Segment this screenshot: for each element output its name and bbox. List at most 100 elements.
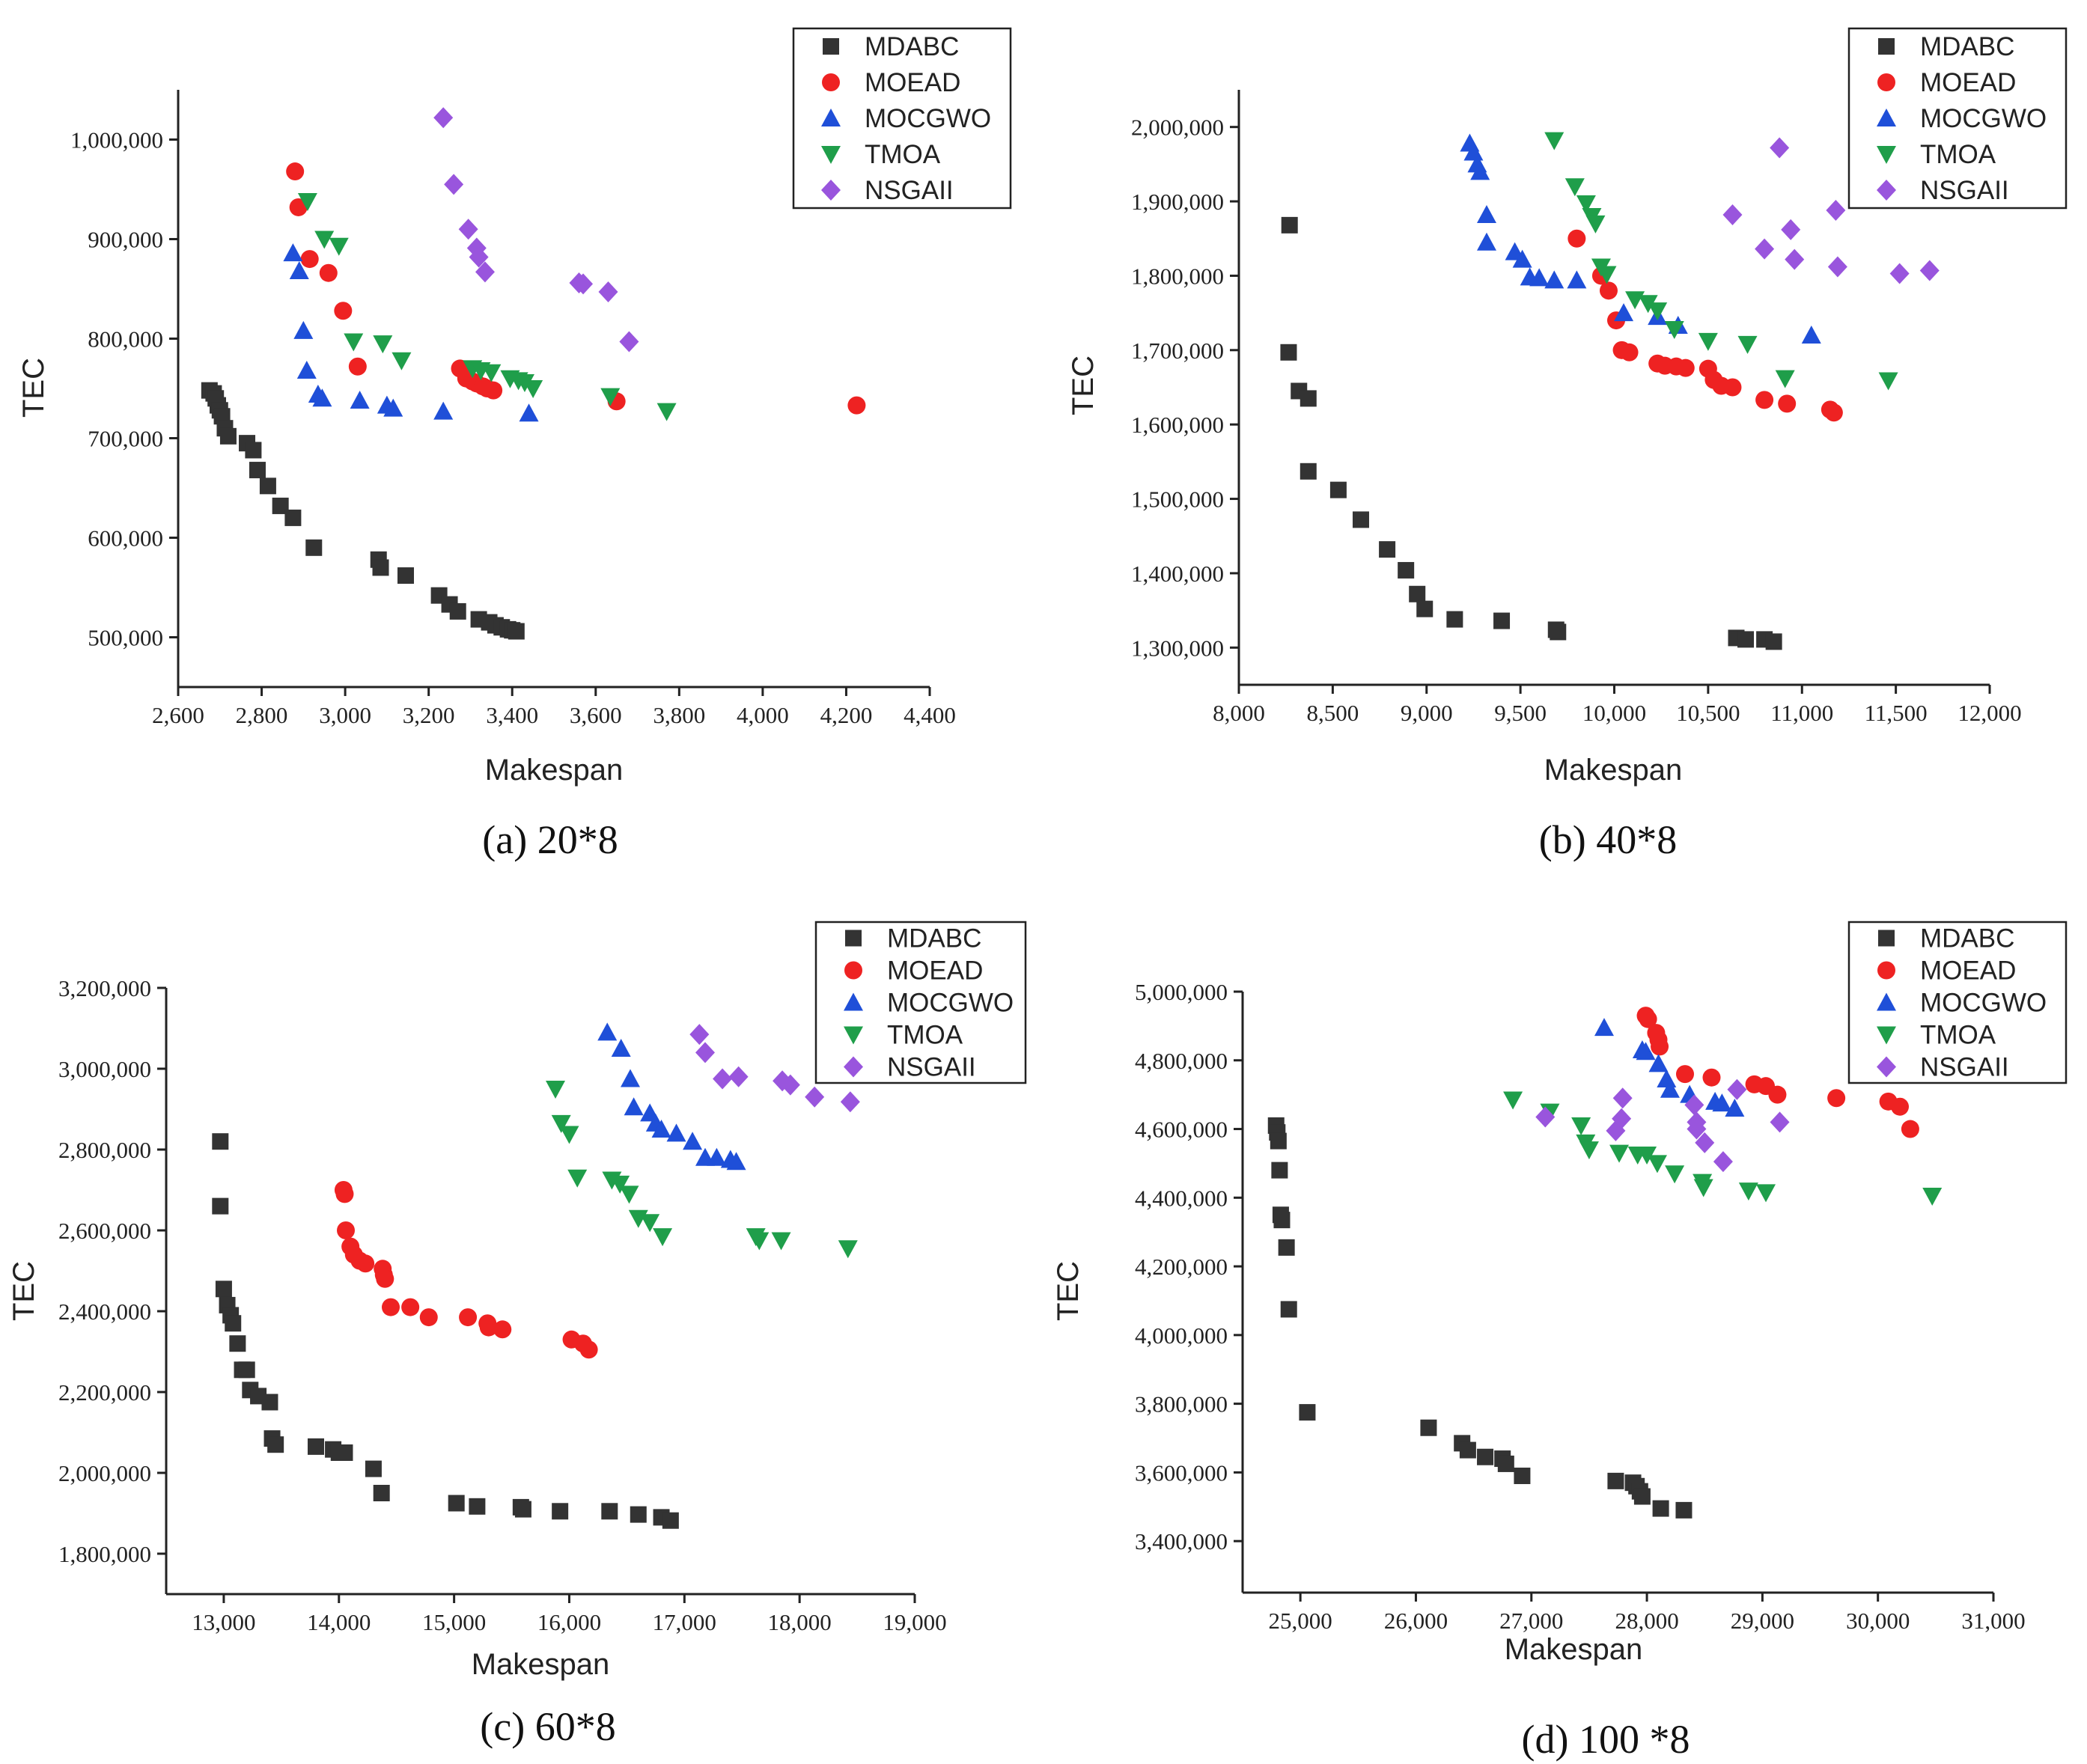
y-tick-label: 1,800,000 bbox=[58, 1541, 151, 1567]
data-point-tmoa bbox=[1775, 370, 1795, 388]
x-tick-label: 30,000 bbox=[1846, 1608, 1910, 1634]
data-point-nsgaii bbox=[469, 246, 489, 268]
data-point-nsgaii bbox=[689, 1024, 710, 1046]
data-point-moead bbox=[1599, 281, 1618, 300]
data-point-mocgwo bbox=[1712, 1093, 1732, 1112]
series-moead bbox=[334, 1181, 598, 1359]
y-tick-label: 4,000,000 bbox=[1135, 1322, 1228, 1349]
x-axis-label: Makespan bbox=[485, 754, 624, 787]
data-point-mdabc bbox=[365, 1460, 382, 1477]
y-tick-label: 3,400,000 bbox=[1135, 1528, 1228, 1554]
x-axis-label: Makespan bbox=[472, 1648, 610, 1681]
data-point-nsgaii bbox=[713, 1068, 733, 1090]
data-point-mdabc bbox=[397, 567, 414, 585]
series-nsgaii bbox=[433, 107, 639, 353]
data-point-mocgwo bbox=[1660, 1079, 1680, 1098]
data-point-mocgwo bbox=[1567, 270, 1587, 289]
x-tick-label: 13,000 bbox=[192, 1609, 255, 1635]
x-tick-label: 12,000 bbox=[1957, 700, 2021, 726]
data-point-moead bbox=[1676, 358, 1695, 377]
data-point-nsgaii bbox=[805, 1086, 825, 1108]
x-tick-label: 28,000 bbox=[1615, 1608, 1678, 1634]
series-moead bbox=[1636, 1007, 1919, 1138]
data-point-moead bbox=[1768, 1085, 1787, 1104]
x-tick-label: 8,000 bbox=[1213, 700, 1265, 726]
data-point-mdabc bbox=[272, 497, 289, 514]
data-point-moead bbox=[579, 1340, 598, 1359]
legend: MDABC MOEAD MOCGWO TMOA NSGAII bbox=[814, 921, 1027, 1084]
legend-marker-moead bbox=[1877, 73, 1895, 91]
data-point-mdabc bbox=[630, 1506, 647, 1523]
data-point-mocgwo bbox=[683, 1132, 703, 1150]
data-point-nsgaii bbox=[840, 1091, 860, 1113]
legend-label-moead: MOEAD bbox=[887, 956, 983, 986]
data-point-mocgwo bbox=[1512, 249, 1532, 268]
data-point-mdabc bbox=[225, 1315, 242, 1332]
data-point-nsgaii bbox=[1755, 238, 1775, 260]
data-point-nsgaii bbox=[1826, 199, 1846, 221]
x-tick-label: 4,200 bbox=[820, 702, 873, 728]
data-point-nsgaii bbox=[695, 1042, 715, 1063]
data-point-tmoa bbox=[653, 1228, 673, 1247]
legend-label-mocgwo: MOCGWO bbox=[1920, 989, 2047, 1018]
data-point-mdabc bbox=[508, 623, 525, 640]
data-point-tmoa bbox=[391, 352, 412, 370]
data-point-mocgwo bbox=[312, 388, 332, 407]
data-point-tmoa bbox=[1585, 215, 1606, 234]
y-tick-label: 900,000 bbox=[88, 227, 163, 253]
data-point-tmoa bbox=[1503, 1091, 1523, 1110]
data-point-tmoa bbox=[1544, 132, 1565, 150]
data-point-mdabc bbox=[259, 477, 276, 495]
y-axis-label: TEC bbox=[1052, 1261, 1085, 1321]
series-mdabc bbox=[201, 382, 525, 640]
data-point-nsgaii bbox=[433, 107, 454, 129]
data-point-mdabc bbox=[219, 427, 237, 445]
data-point-tmoa bbox=[1698, 332, 1718, 351]
data-point-mocgwo bbox=[383, 398, 403, 417]
data-point-tmoa bbox=[600, 388, 621, 406]
legend-label-mdabc: MDABC bbox=[1920, 924, 2014, 953]
data-point-mdabc bbox=[308, 1438, 324, 1455]
data-point-mdabc bbox=[1281, 216, 1298, 234]
x-tick-label: 29,000 bbox=[1731, 1608, 1794, 1634]
data-point-mdabc bbox=[284, 509, 302, 526]
data-point-tmoa bbox=[1665, 1165, 1685, 1184]
y-tick-label: 5,000,000 bbox=[1135, 979, 1228, 1005]
data-point-nsgaii bbox=[1612, 1108, 1632, 1129]
data-point-mdabc bbox=[215, 1281, 232, 1298]
data-point-mdabc bbox=[1607, 1472, 1624, 1489]
y-tick-label: 1,700,000 bbox=[1131, 338, 1224, 364]
x-tick-label: 19,000 bbox=[883, 1609, 946, 1635]
legend: MDABC MOEAD MOCGWO TMOA NSGAII bbox=[1847, 921, 2068, 1084]
panel-caption: (d) 100 *8 bbox=[1522, 1717, 1690, 1762]
y-axis-label: TEC bbox=[17, 358, 50, 418]
data-point-tmoa bbox=[1565, 178, 1585, 197]
x-tick-label: 14,000 bbox=[307, 1609, 371, 1635]
data-point-mdabc bbox=[1420, 1419, 1437, 1436]
data-point-mocgwo bbox=[597, 1022, 618, 1041]
legend-marker-tmoa bbox=[1877, 146, 1896, 164]
y-tick-label: 1,300,000 bbox=[1131, 635, 1224, 661]
y-tick-label: 2,400,000 bbox=[58, 1298, 151, 1325]
data-point-tmoa bbox=[481, 364, 502, 382]
data-point-mdabc bbox=[601, 1503, 618, 1520]
data-point-nsgaii bbox=[1535, 1106, 1556, 1128]
y-tick-label: 2,000,000 bbox=[1131, 115, 1224, 141]
data-point-mdabc bbox=[1497, 1455, 1514, 1472]
legend: MDABC MOEAD MOCGWO TMOA NSGAII bbox=[792, 27, 1012, 210]
data-point-tmoa bbox=[546, 1081, 565, 1099]
data-point-mocgwo bbox=[1544, 270, 1565, 289]
data-point-mocgwo bbox=[283, 243, 303, 262]
data-point-mdabc bbox=[1280, 344, 1297, 361]
y-tick-label: 700,000 bbox=[88, 426, 163, 452]
data-point-mocgwo bbox=[1614, 303, 1634, 322]
data-point-mdabc bbox=[1300, 390, 1317, 407]
x-axis-label: Makespan bbox=[1505, 1633, 1643, 1666]
legend-label-moead: MOEAD bbox=[1920, 956, 2016, 986]
data-point-mdabc bbox=[1459, 1441, 1476, 1459]
legend-label-mocgwo: MOCGWO bbox=[865, 104, 991, 133]
series-mdabc bbox=[212, 1133, 679, 1529]
data-point-nsgaii bbox=[1722, 204, 1743, 225]
data-point-mdabc bbox=[1271, 1162, 1288, 1179]
